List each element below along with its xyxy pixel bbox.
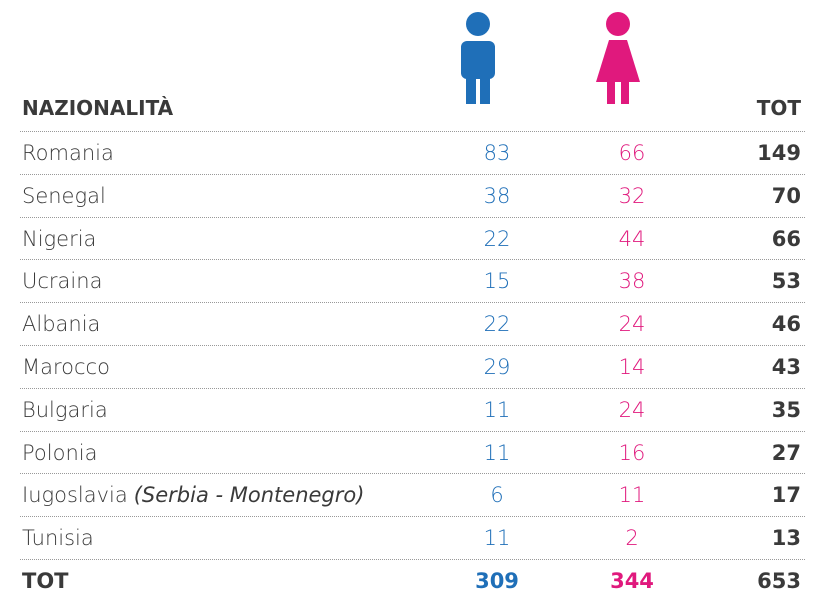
total-count: 46	[771, 312, 801, 337]
grand-total: 653	[757, 569, 801, 593]
male-count: 11	[483, 526, 511, 551]
male-count: 83	[483, 141, 511, 165]
nationality-cell: Iugoslavia (Serbia - Montenegro)	[22, 474, 364, 517]
table-row: Senegal 38 32 70	[20, 175, 805, 218]
female-count: 38	[618, 269, 646, 294]
table-row: Bulgaria 11 24 35	[20, 389, 805, 432]
nationality-cell: Ucraina	[22, 260, 102, 303]
male-count: 38	[483, 183, 511, 208]
total-count: 66	[771, 226, 801, 251]
male-total: 309	[475, 569, 519, 593]
total-count: 53	[771, 269, 801, 294]
female-count: 11	[618, 483, 646, 508]
male-count: 22	[483, 226, 511, 251]
table-row: Albania 22 24 46	[20, 303, 805, 346]
table-row: Nigeria 22 44 66	[20, 218, 805, 261]
female-total: 344	[610, 569, 654, 593]
female-count: 44	[618, 226, 646, 251]
nationality: Polonia	[22, 440, 98, 465]
male-count: 22	[483, 312, 511, 337]
female-count: 16	[618, 440, 646, 465]
table-row: Ucraina 15 38 53	[20, 260, 805, 304]
nationality: Albania	[22, 312, 101, 337]
table-row: Romania 83 66 149	[20, 132, 805, 175]
nationality-cell: Albania	[22, 303, 100, 346]
female-icon	[596, 12, 640, 104]
nationality: Romania	[22, 141, 114, 165]
nationality: Iugoslavia	[22, 483, 128, 508]
total-count: 17	[771, 483, 801, 508]
nationality: Nigeria	[22, 226, 97, 251]
nationality: Senegal	[22, 183, 106, 208]
female-count: 32	[618, 183, 646, 208]
table-row: Iugoslavia (Serbia - Montenegro) 6 11 17	[20, 474, 805, 518]
footer-row: TOT 309 344 653	[20, 560, 805, 603]
total-count: 27	[771, 440, 801, 465]
header-total: TOT	[756, 96, 801, 120]
nationality-note: (Serbia - Montenegro)	[133, 483, 365, 508]
table-row: Polonia 11 16 27	[20, 432, 805, 475]
male-count: 6	[490, 483, 504, 508]
nationality: Ucraina	[22, 269, 103, 294]
total-count: 43	[771, 355, 801, 379]
table-row: Marocco 29 14 43	[20, 346, 805, 389]
total-count: 35	[771, 397, 801, 422]
nationality-cell: Senegal	[22, 175, 106, 218]
nationality-cell: Marocco	[22, 346, 110, 389]
male-count: 11	[483, 397, 511, 422]
male-icon	[461, 12, 495, 104]
nationality: Bulgaria	[22, 397, 108, 422]
header-nationality: NAZIONALITÀ	[22, 96, 174, 120]
total-count: 149	[757, 141, 801, 165]
icons	[461, 12, 640, 104]
header-rule	[20, 89, 805, 132]
nationality-cell: Nigeria	[22, 218, 96, 261]
female-count: 24	[618, 397, 646, 422]
nationality: Tunisia	[22, 526, 94, 551]
nationality-cell: Tunisia	[22, 517, 94, 560]
nationality-cell: Romania	[22, 132, 114, 175]
female-count: 66	[618, 141, 646, 165]
female-count: 2	[625, 526, 639, 551]
male-count: 15	[483, 269, 511, 294]
total-count: 70	[771, 183, 801, 208]
nationality: Marocco	[22, 355, 110, 379]
nationality-cell: Bulgaria	[22, 389, 108, 432]
male-count: 11	[483, 440, 511, 465]
female-count: 14	[618, 355, 646, 379]
nationality-cell: Polonia	[22, 432, 97, 475]
female-count: 24	[618, 312, 646, 337]
footer-label: TOT	[22, 569, 69, 593]
table-row: Tunisia 11 2 13	[20, 517, 805, 560]
male-count: 29	[483, 355, 511, 379]
total-count: 13	[771, 526, 801, 551]
